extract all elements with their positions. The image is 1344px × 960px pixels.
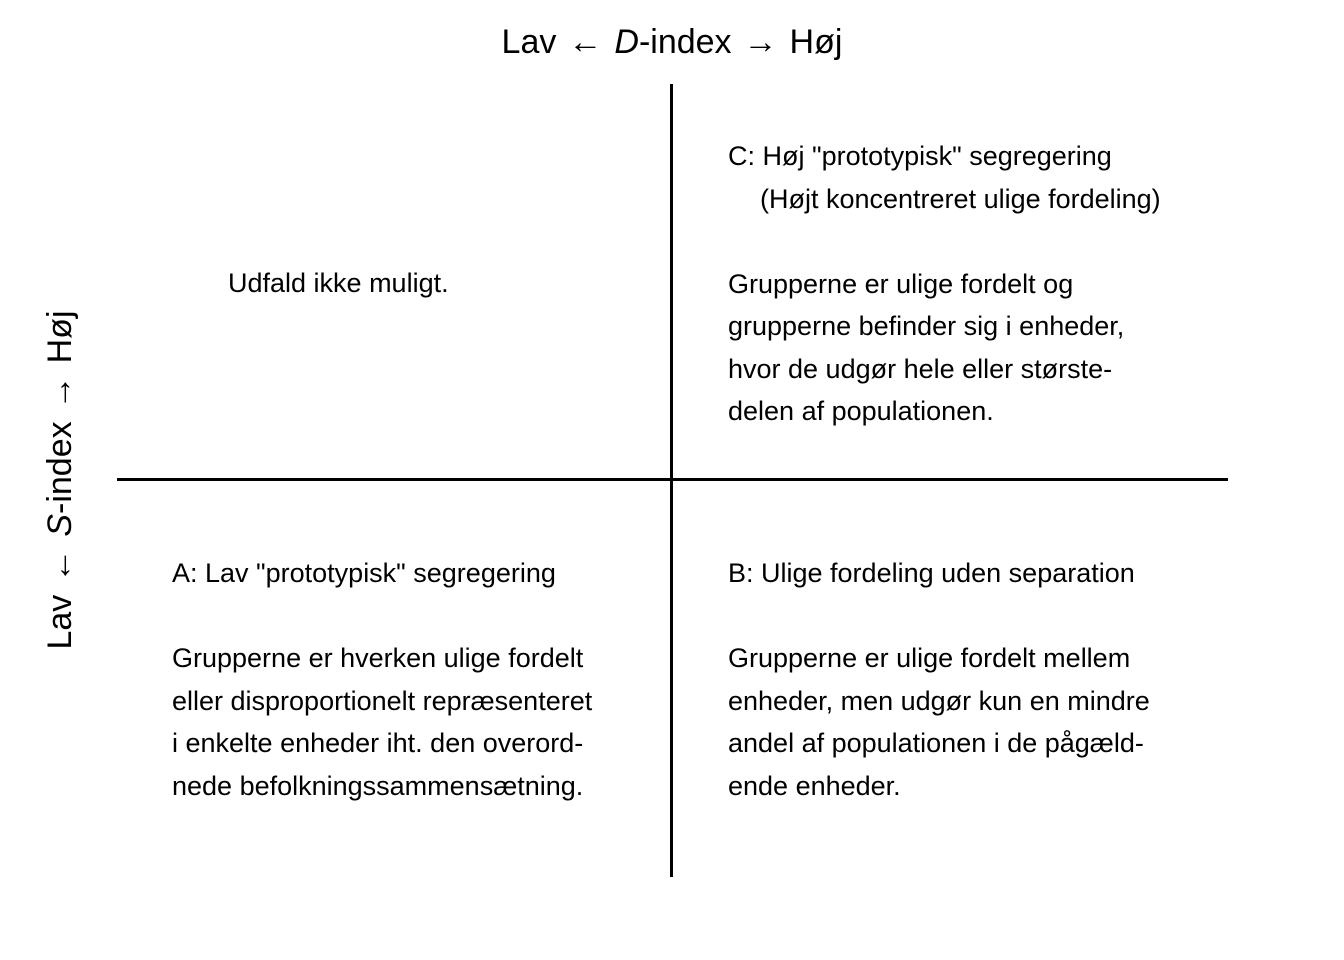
- quadrant-b-line: ende enheder.: [728, 770, 901, 801]
- quadrant-top-left: Udfald ikke muligt.: [228, 262, 449, 305]
- quadrant-b-line: enheder, men udgør kun en mindre: [728, 685, 1150, 716]
- quadrant-a-line: eller disproportionelt repræsenteret: [172, 685, 593, 716]
- d-axis-low-label: Lav: [501, 23, 557, 61]
- quadrant-a: A: Lav "prototypisk" segregering Grupper…: [172, 552, 592, 807]
- quadrant-c: C: Høj "prototypisk" segregering (Højt k…: [728, 135, 1161, 433]
- quadrant-c-line: grupperne befinder sig i enheder,: [728, 311, 1125, 341]
- s-axis-right-arrow-icon: →: [41, 375, 79, 410]
- d-axis-left-arrow-icon: ←: [568, 23, 603, 61]
- s-axis-suffix: -index: [41, 421, 79, 514]
- s-index-axis-label: Lav ← S-index → Høj: [38, 310, 82, 649]
- quadrant-b-title: B: Ulige fordeling uden separation: [728, 558, 1135, 588]
- quadrant-c-subtitle: (Højt koncentreret ulige fordeling): [760, 183, 1161, 214]
- d-index-axis-label: Lav ← D-index → Høj: [0, 20, 1344, 64]
- quadrant-c-title: C: Høj "prototypisk" segregering: [728, 141, 1112, 171]
- quadrant-c-line: Grupperne er ulige fordelt og: [728, 268, 1074, 299]
- d-axis-high-label: Høj: [789, 23, 843, 61]
- quadrant-a-line: i enkelte enheder iht. den overord-: [172, 728, 584, 758]
- quadrant-b: B: Ulige fordeling uden separation Grupp…: [728, 552, 1150, 807]
- s-axis-variable: S: [41, 513, 79, 537]
- quadrant-a-line: Grupperne er hverken ulige fordelt: [172, 643, 584, 673]
- quadrant-a-line: nede befolkningssammensætning.: [172, 770, 584, 801]
- d-axis-variable: D: [614, 23, 639, 61]
- quadrant-b-line: andel af populationen i de pågæld-: [728, 728, 1144, 758]
- quadrant-a-title: A: Lav "prototypisk" segregering: [172, 558, 556, 588]
- quadrant-top-left-text: Udfald ikke muligt.: [228, 268, 449, 298]
- horizontal-divider: [117, 478, 1228, 481]
- s-axis-left-arrow-icon: ←: [41, 548, 79, 583]
- quadrant-b-line: Grupperne er ulige fordelt mellem: [728, 643, 1131, 673]
- d-axis-right-arrow-icon: →: [743, 23, 778, 61]
- s-axis-high-label: Høj: [41, 310, 79, 364]
- quadrant-c-line: delen af populationen.: [728, 396, 994, 426]
- quadrant-c-line: hvor de udgør hele eller største-: [728, 353, 1113, 384]
- d-axis-suffix: -index: [638, 23, 732, 61]
- s-axis-low-label: Lav: [41, 594, 79, 650]
